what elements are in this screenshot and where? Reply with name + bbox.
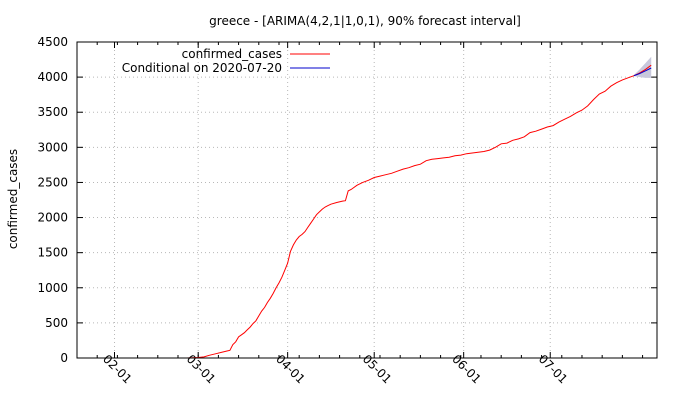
series-line-confirmed-cases — [186, 64, 652, 359]
x-tick-label: 06-01 — [449, 352, 484, 387]
y-tick-label: 1000 — [37, 281, 68, 295]
y-tick-label: 2500 — [37, 175, 68, 189]
plot-frame — [76, 41, 658, 359]
y-tick-label: 3500 — [37, 105, 68, 119]
x-tick-label: 05-01 — [360, 352, 395, 387]
y-tick-label: 1500 — [37, 246, 68, 260]
y-tick-label: 2000 — [37, 211, 68, 225]
forecast-interval-band — [633, 56, 652, 78]
series-line-conditional-forecast — [633, 67, 652, 77]
plot-area: 05001000150020002500300035004000450002-0… — [37, 35, 658, 387]
y-axis-label: confirmed_cases — [6, 149, 20, 249]
y-tick-label: 0 — [60, 351, 68, 365]
legend-label: Conditional on 2020-07-20 — [122, 61, 282, 75]
x-tick-label: 07-01 — [536, 352, 571, 387]
y-tick-label: 500 — [45, 316, 68, 330]
chart-title: greece - [ARIMA(4,2,1|1,0,1), 90% foreca… — [209, 14, 521, 28]
y-tick-label: 3000 — [37, 140, 68, 154]
y-tick-label: 4000 — [37, 70, 68, 84]
x-tick-label: 04-01 — [273, 352, 308, 387]
y-tick-label: 4500 — [37, 35, 68, 49]
legend-label: confirmed_cases — [182, 47, 282, 61]
